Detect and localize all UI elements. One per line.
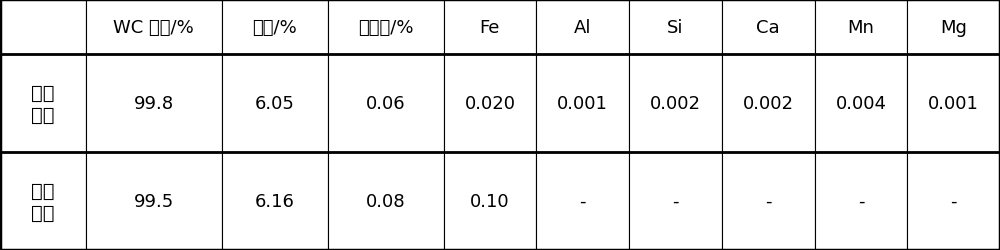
Text: -: - [765,192,771,210]
Bar [815,0,907,55]
Bar [536,55,629,152]
Bar [907,152,1000,250]
Text: 0.001: 0.001 [928,95,979,113]
Text: 0.06: 0.06 [366,95,405,113]
Bar [0,0,86,55]
Bar [328,152,444,250]
Bar [907,55,1000,152]
Bar [629,0,722,55]
Text: -: - [858,192,864,210]
Bar [328,55,444,152]
Bar [722,152,815,250]
Bar [86,55,222,152]
Bar [815,55,907,152]
Bar [222,55,328,152]
Text: 6.16: 6.16 [255,192,295,210]
Text: 总碳/%: 总碳/% [252,18,297,36]
Bar [815,152,907,250]
Bar [907,0,1000,55]
Bar [629,152,722,250]
Text: Mn: Mn [847,18,874,36]
Bar [444,0,536,55]
Bar [444,152,536,250]
Bar [0,152,86,250]
Text: -: - [579,192,586,210]
Text: 0.001: 0.001 [557,95,608,113]
Text: 0.002: 0.002 [650,95,701,113]
Bar [222,0,328,55]
Text: WC 含量/%: WC 含量/% [113,18,194,36]
Text: 6.05: 6.05 [255,95,295,113]
Text: 0.08: 0.08 [366,192,405,210]
Text: 99.8: 99.8 [134,95,174,113]
Text: Al: Al [574,18,591,36]
Bar [444,55,536,152]
Text: Ca: Ca [756,18,780,36]
Bar [328,0,444,55]
Text: 实施
例二: 实施 例二 [31,181,55,222]
Bar [86,152,222,250]
Bar [536,152,629,250]
Bar [629,55,722,152]
Text: 0.002: 0.002 [743,95,794,113]
Text: Si: Si [667,18,684,36]
Text: 0.10: 0.10 [470,192,510,210]
Text: 实施
例一: 实施 例一 [31,83,55,124]
Text: Fe: Fe [480,18,500,36]
Bar [86,0,222,55]
Text: -: - [950,192,957,210]
Text: 游离碳/%: 游离碳/% [358,18,413,36]
Text: 0.004: 0.004 [835,95,886,113]
Text: 99.5: 99.5 [134,192,174,210]
Text: -: - [672,192,679,210]
Bar [0,55,86,152]
Bar [722,55,815,152]
Bar [722,0,815,55]
Text: 0.020: 0.020 [464,95,515,113]
Text: Mg: Mg [940,18,967,36]
Bar [222,152,328,250]
Bar [536,0,629,55]
